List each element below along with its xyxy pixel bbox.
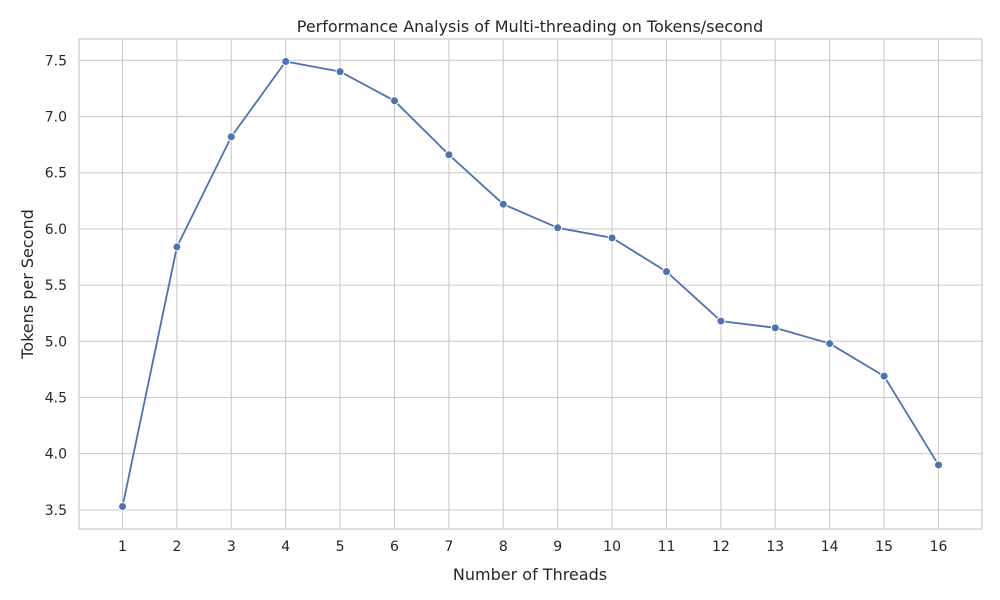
x-tick-label: 11: [658, 539, 676, 555]
y-tick-label: 4.5: [45, 391, 67, 407]
x-tick-label: 3: [227, 539, 236, 555]
x-tick-label: 2: [172, 539, 181, 555]
data-point: [172, 242, 182, 252]
x-tick-label: 13: [766, 539, 784, 555]
y-tick-label: 7.5: [45, 53, 67, 69]
x-tick-label: 7: [444, 539, 453, 555]
x-tick-label: 1: [118, 539, 127, 555]
series-line: [121, 60, 940, 507]
x-tick-label: 15: [875, 539, 893, 555]
data-point: [118, 502, 128, 512]
x-tick-label: 9: [553, 539, 562, 555]
y-tick-label: 5.0: [45, 334, 67, 350]
x-axis-label: Number of Threads: [453, 565, 607, 584]
data-point: [498, 199, 508, 209]
x-tick-label: 16: [930, 539, 948, 555]
x-tick-label: 10: [603, 539, 621, 555]
data-point: [716, 316, 726, 326]
y-tick-label: 4.0: [45, 447, 67, 463]
x-tick-label: 4: [281, 539, 290, 555]
series-group: [118, 56, 943, 512]
data-point: [825, 339, 835, 349]
y-axis-label: Tokens per Second: [18, 209, 37, 360]
data-point: [444, 150, 454, 160]
y-tick-label: 7.0: [45, 110, 67, 126]
data-point: [553, 223, 563, 233]
data-point: [226, 132, 236, 142]
data-point: [281, 56, 291, 66]
x-axis-ticks: 1 2 3 4 5 6 7 8 9 10 11 12 13 14 15 16: [118, 539, 947, 555]
x-tick-label: 6: [390, 539, 399, 555]
x-tick-label: 8: [499, 539, 508, 555]
data-point: [661, 267, 671, 277]
y-tick-label: 5.5: [45, 278, 67, 294]
y-tick-label: 3.5: [45, 503, 67, 519]
y-axis-ticks: 3.5 4.0 4.5 5.0 5.5 6.0 6.5 7.0 7.5: [45, 53, 67, 519]
x-tick-label: 5: [336, 539, 345, 555]
plot-frame: [78, 38, 983, 530]
y-tick-label: 6.5: [45, 166, 67, 182]
data-point: [335, 67, 345, 77]
data-point: [933, 460, 943, 470]
y-tick-label: 6.0: [45, 222, 67, 238]
data-point: [607, 233, 617, 243]
x-tick-label: 12: [712, 539, 730, 555]
data-point: [879, 371, 889, 381]
data-point: [770, 323, 780, 333]
chart-title: Performance Analysis of Multi-threading …: [297, 17, 763, 36]
data-point: [390, 96, 400, 106]
x-tick-label: 14: [821, 539, 839, 555]
